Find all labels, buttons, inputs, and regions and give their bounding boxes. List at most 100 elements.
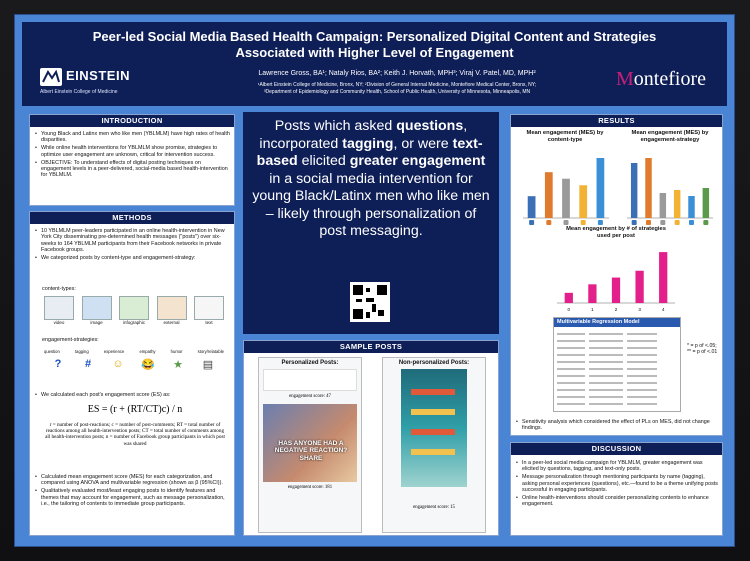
non-personalized-posts: Non-personalized Posts: engagement score…: [382, 357, 486, 533]
table-row: [557, 344, 677, 351]
strategy-label: story/relatable: [197, 349, 224, 354]
post-score: engagement score: 47: [289, 394, 331, 400]
einstein-logo: EINSTEIN Albert Einstein College of Medi…: [40, 68, 160, 96]
list-item: We categorized posts by content-type and…: [35, 255, 231, 262]
sample-posts-title: SAMPLE POSTS: [244, 341, 498, 353]
discussion-list: In a peer-led social media campaign for …: [516, 460, 719, 509]
strategies-label: engagement-strategies:: [42, 337, 99, 343]
strategy-icons: ? # ☺ 😂 ★ ▤: [48, 358, 218, 371]
bar-story: [702, 188, 710, 218]
category-icon: [689, 220, 694, 225]
content-types-label: content-types:: [42, 286, 76, 292]
bar-humor: [688, 196, 695, 218]
bar-3: [635, 270, 644, 303]
meme-image: HAS ANYONE HAD A NEGATIVE REACTION? SHAR…: [263, 403, 357, 482]
bar-4: [659, 252, 668, 303]
es-intro-list: We calculated each post's engagement sco…: [35, 392, 231, 400]
tick-label: 4: [662, 307, 665, 312]
strategy-label: experience: [103, 349, 125, 354]
bar-infographic: [562, 178, 570, 218]
star-icon: ★: [173, 359, 183, 371]
affiliations: ¹Albert Einstein College of Medicine, Br…: [182, 82, 612, 95]
table-row: [557, 379, 677, 386]
methods-list-2: Calculated mean engagement score (MES) f…: [35, 474, 231, 509]
category-icon: [597, 220, 603, 225]
chart-1-title: Mean engagement (MES) by content-type: [526, 130, 604, 143]
post-score: engagement score: 181: [287, 484, 333, 490]
personalized-label: Personalized Posts:: [281, 360, 339, 366]
strategy-label: humor: [170, 349, 183, 354]
engagement-formula: ES = (r + (RT/CT)c) / n: [87, 404, 183, 415]
qr-code-icon[interactable]: [350, 282, 390, 322]
einstein-subtitle: Albert Einstein College of Medicine: [40, 89, 118, 95]
non-personalized-label: Non-personalized Posts:: [398, 360, 470, 366]
content-thumb: video: [44, 296, 74, 326]
discussion-title: DISCUSSION: [511, 443, 722, 455]
introduction-title: INTRODUCTION: [30, 115, 234, 127]
category-icon: [646, 220, 651, 225]
chart-2-title: Mean engagement (MES) by engagement-stra…: [631, 130, 709, 143]
bar-1: [588, 284, 597, 303]
category-icon: [580, 220, 586, 225]
methods-section: METHODS 10 YBLMLM peer-leaders participa…: [29, 211, 235, 536]
strategy-label: tagging: [74, 349, 89, 354]
sig-note-2: ** = p of <.01: [687, 349, 718, 356]
chart-3-title: Mean engagement by # of strategies used …: [566, 226, 666, 239]
list-item: Young Black and Latinx men who like men …: [35, 131, 231, 144]
list-item: Qualitatively evaluated most/least engag…: [35, 488, 231, 507]
chart-content-type: [523, 158, 609, 225]
meme-caption: HAS ANYONE HAD A NEGATIVE REACTION? SHAR…: [274, 439, 348, 462]
category-icon: [703, 220, 709, 225]
bar-2: [611, 277, 621, 303]
montefiore-logo-m: M: [616, 68, 634, 90]
list-item: In a peer-led social media campaign for …: [516, 460, 719, 473]
story-icon: ▤: [202, 359, 214, 371]
bar-0: [564, 292, 573, 303]
category-icon: [529, 220, 535, 225]
table-row: [557, 372, 677, 379]
category-icon: [674, 220, 680, 225]
bar-tagging: [645, 158, 652, 218]
content-thumb: text: [194, 296, 224, 326]
affiliation-2: ³Department of Epidemiology and Communit…: [263, 88, 531, 95]
list-item: We calculated each post's engagement sco…: [35, 392, 231, 399]
methods-list: 10 YBLMLM peer-leaders participated in a…: [35, 228, 231, 263]
table-row: [557, 330, 677, 337]
discussion-section: DISCUSSION In a peer-led social media ca…: [510, 442, 723, 536]
key-finding-callout: Posts which asked questions, incorporate…: [243, 112, 499, 334]
bar-question: [630, 163, 638, 218]
content-thumb: infographic: [119, 296, 149, 326]
results-section: RESULTS Mean engagement (MES) by content…: [510, 114, 723, 436]
chart-strategies-count: 0 1 2 3 4: [557, 252, 675, 312]
title-line-1: Peer-led Social Media Based Health Campa…: [92, 29, 657, 44]
sample-posts-section: SAMPLE POSTS Personalized Posts: engagem…: [243, 340, 499, 536]
tick-label: 3: [638, 307, 641, 312]
tick-label: 0: [568, 307, 571, 312]
chart-engagement-strategy: [627, 158, 713, 225]
list-item: OBJECTIVE: To understand effects of digi…: [35, 160, 231, 179]
hashtag-icon: #: [84, 358, 92, 370]
regression-title: Multivariable Regression Model: [554, 318, 680, 327]
bar-external: [579, 185, 588, 218]
post-score: engagement score: 15: [413, 505, 455, 511]
infographic-image: [401, 369, 467, 488]
authors: Lawrence Gross, BA¹; Nataly Rios, BA²; K…: [258, 70, 536, 77]
poster-title: Peer-led Social Media Based Health Campa…: [22, 29, 727, 61]
list-item: Message personalization through mentioni…: [516, 474, 719, 493]
category-icon: [631, 220, 637, 225]
bar-video: [527, 196, 536, 218]
regression-table: Multivariable Regression Model: [553, 317, 681, 412]
category-icon: [546, 220, 552, 225]
list-item: Sensitivity analysis which considered th…: [516, 419, 719, 432]
introduction-list: Young Black and Latinx men who like men …: [35, 131, 231, 180]
introduction-section: INTRODUCTION Young Black and Latinx men …: [29, 114, 235, 206]
strategy-label: question: [44, 349, 60, 354]
list-item: Online health-interventions should consi…: [516, 495, 719, 508]
laughing-icon: 😂: [141, 359, 155, 371]
question-icon: ?: [54, 358, 62, 370]
methods-title: METHODS: [30, 212, 234, 224]
significance-legend: * = p of <.05; ** = p of <.01: [687, 343, 723, 356]
affiliation-1: ¹Albert Einstein College of Medicine, Br…: [257, 82, 537, 88]
content-thumb: external: [156, 296, 187, 326]
table-row: [557, 358, 677, 365]
